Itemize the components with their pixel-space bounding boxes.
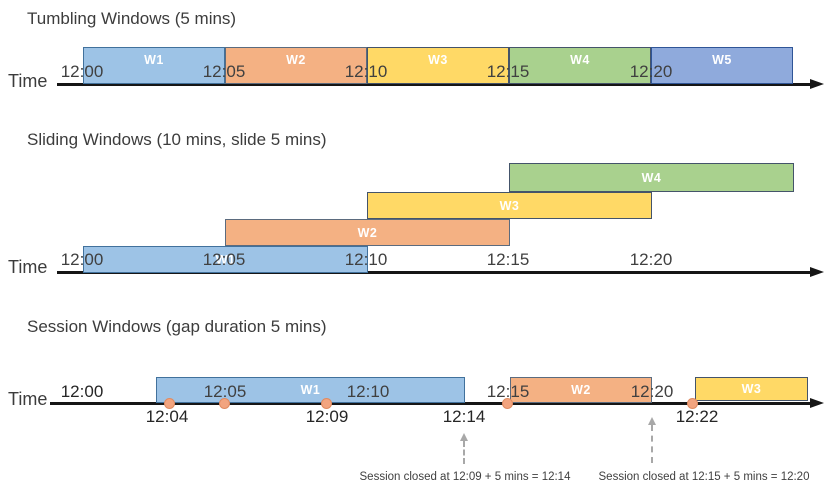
session-close-arrow-1-head-icon: [459, 433, 468, 441]
tumbling-window-w4: W4: [509, 47, 651, 84]
session-window-w3: W3: [695, 377, 808, 401]
session-window-w1: W1: [156, 377, 465, 403]
sliding-window-w3-label: W3: [499, 198, 520, 213]
sliding-window-w3: W3: [367, 192, 652, 219]
tumbling-timeline-arrowhead-icon: [810, 78, 824, 89]
session-tick-1210: 12:10: [346, 382, 390, 401]
sliding-tick-1215: 12:15: [486, 250, 530, 269]
session-window-w2-label: W2: [571, 383, 591, 397]
tumbling-window-w4-label: W4: [570, 53, 590, 67]
session-timeline-arrowhead-icon: [810, 397, 824, 408]
tumbling-tick-1215: 12:15: [486, 62, 530, 81]
event-label-1204: 12:04: [145, 407, 189, 426]
session-close-note-1: Session closed at 12:09 + 5 mins = 12:14: [359, 471, 571, 483]
sliding-tick-1220: 12:20: [629, 250, 673, 269]
tumbling-window-w1: W1: [83, 47, 225, 84]
sliding-timeline-arrowhead-icon: [810, 266, 824, 277]
session-tick-1220: 12:20: [630, 382, 674, 401]
tumbling-tick-1210: 12:10: [344, 62, 388, 81]
session-tick-1205: 12:05: [203, 382, 247, 401]
sliding-time-axis-label: Time: [8, 257, 48, 277]
sliding-tick-1200: 12:00: [60, 250, 104, 269]
tumbling-window-w1-label: W1: [144, 53, 164, 67]
sliding-tick-1205: 12:05: [202, 250, 246, 269]
sliding-tick-1210: 12:10: [344, 250, 388, 269]
session-close-arrow-2: [651, 425, 653, 463]
session-window-w2: W2: [510, 377, 652, 403]
event-dot-1205: [219, 398, 230, 409]
tumbling-tick-1220: 12:20: [629, 62, 673, 81]
tumbling-title: Tumbling Windows (5 mins): [27, 9, 237, 28]
session-title: Session Windows (gap duration 5 mins): [27, 317, 327, 336]
sliding-window-w2-label: W2: [357, 225, 378, 240]
sliding-window-w4-label: W4: [641, 170, 662, 185]
tumbling-window-w5-label: W5: [712, 53, 732, 67]
session-time-axis-label: Time: [8, 389, 48, 409]
tumbling-tick-1205: 12:05: [202, 62, 246, 81]
event-dot-1222: [687, 398, 698, 409]
session-tick-1200: 12:00: [60, 382, 104, 401]
sliding-window-w1: W1: [83, 246, 368, 273]
event-label-1222: 12:22: [675, 407, 719, 426]
session-close-note-2: Session closed at 12:15 + 5 mins = 12:20: [598, 471, 810, 483]
session-window-w1-label: W1: [300, 383, 321, 397]
session-close-arrow-1: [463, 441, 465, 464]
tumbling-timeline: [57, 83, 810, 86]
tumbling-window-w2-label: W2: [286, 53, 306, 67]
event-dot-1209: [321, 398, 332, 409]
event-dot-1215: [502, 398, 513, 409]
tumbling-window-w2: W2: [225, 47, 367, 84]
sliding-window-w1-label: W1: [215, 252, 236, 267]
session-timeline: [50, 402, 810, 405]
tumbling-tick-1200: 12:00: [60, 62, 104, 81]
sliding-window-w4: W4: [509, 163, 794, 192]
session-window-w3-label: W3: [741, 382, 762, 396]
event-label-1209: 12:09: [305, 407, 349, 426]
tumbling-window-w3: W3: [367, 47, 509, 84]
tumbling-window-w3-label: W3: [428, 53, 448, 67]
session-tick-1215: 12:15: [486, 382, 530, 401]
sliding-title: Sliding Windows (10 mins, slide 5 mins): [27, 130, 327, 149]
session-close-arrow-2-head-icon: [647, 417, 656, 425]
tumbling-window-w5: W5: [651, 47, 793, 84]
event-label-1214: 12:14: [442, 407, 486, 426]
sliding-window-w2: W2: [225, 219, 510, 246]
tumbling-time-axis-label: Time: [8, 71, 48, 91]
event-dot-1204: [164, 398, 175, 409]
sliding-timeline: [57, 271, 810, 274]
